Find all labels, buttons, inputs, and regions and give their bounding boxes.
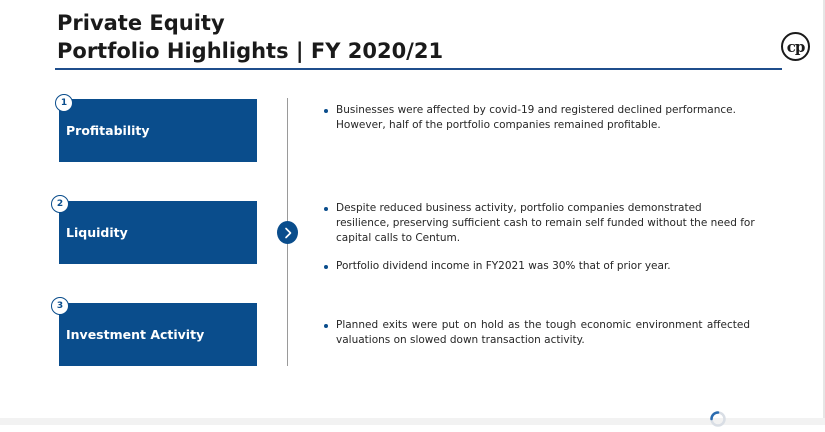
section-card-liquidity: Liquidity — [59, 201, 257, 264]
list-item: Portfolio dividend income in FY2021 was … — [324, 259, 756, 274]
list-item: Despite reduced business activity, portf… — [324, 202, 755, 244]
company-logo: cp — [781, 32, 810, 61]
bullet-list-liquidity: Despite reduced business activity, portf… — [324, 201, 756, 287]
chevron-right-icon — [277, 221, 298, 244]
section-label-investment-activity: Investment Activity — [66, 327, 205, 342]
list-item: Planned exits were put on hold as the to… — [324, 319, 750, 346]
title-underline — [55, 68, 782, 70]
section-label-profitability: Profitability — [66, 123, 150, 138]
section-card-investment-activity: Investment Activity — [59, 303, 257, 366]
loading-spinner-icon — [709, 410, 727, 428]
section-number-1: 1 — [55, 94, 73, 112]
page-title: Private Equity Portfolio Highlights | FY… — [57, 9, 443, 65]
slide-edge — [823, 0, 825, 425]
title-line-2: Portfolio Highlights | FY 2020/21 — [57, 39, 444, 63]
list-item: Businesses were affected by covid-19 and… — [324, 103, 750, 133]
section-number-3: 3 — [51, 297, 69, 315]
section-number-2: 2 — [51, 195, 69, 213]
bottom-band — [0, 418, 825, 425]
section-label-liquidity: Liquidity — [66, 225, 128, 240]
logo-text: cp — [786, 37, 806, 56]
bullet-list-profitability: Businesses were affected by covid-19 and… — [324, 103, 750, 146]
title-line-1: Private Equity — [57, 11, 225, 35]
section-card-profitability: Profitability — [59, 99, 257, 162]
bullet-list-investment-activity: Planned exits were put on hold as the to… — [324, 318, 750, 361]
